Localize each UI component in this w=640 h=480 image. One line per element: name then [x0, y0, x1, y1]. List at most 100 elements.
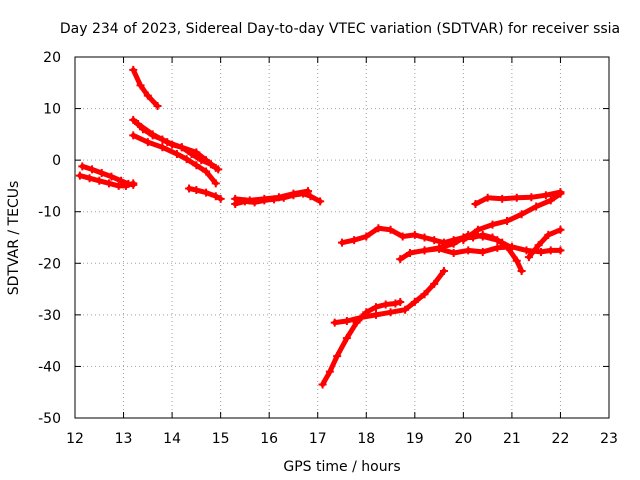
data-point	[512, 256, 521, 265]
data-point	[136, 81, 145, 90]
data-point	[153, 101, 162, 110]
data-point	[304, 187, 313, 196]
x-tick-label: 23	[600, 431, 618, 447]
data-point	[306, 192, 315, 201]
data-point	[342, 317, 351, 326]
data-point	[493, 236, 502, 245]
series-line	[332, 268, 447, 326]
data-point	[87, 165, 96, 174]
data-point	[386, 225, 395, 234]
data-point	[435, 244, 444, 253]
series-line	[526, 227, 563, 260]
x-tick-label: 12	[66, 431, 84, 447]
data-point	[245, 196, 254, 205]
data-point	[362, 232, 371, 241]
data-point	[546, 196, 555, 205]
data-point	[318, 380, 327, 389]
grid	[75, 57, 609, 418]
data-point	[556, 246, 565, 255]
y-axis-label: SDTVAR / TECUs	[6, 181, 22, 296]
y-tick-label: -40	[38, 359, 61, 375]
data-point	[316, 197, 325, 206]
data-point	[202, 156, 211, 165]
plot-area	[75, 65, 565, 389]
data-point	[420, 290, 429, 299]
data-point	[117, 176, 126, 185]
data-point	[498, 194, 507, 203]
data-point	[333, 352, 342, 361]
data-point	[420, 246, 429, 255]
data-point	[338, 238, 346, 247]
x-tick-label: 16	[260, 431, 278, 447]
series-arc-3	[129, 65, 162, 110]
data-point	[211, 163, 220, 172]
x-tick-label: 21	[503, 431, 521, 447]
y-tick-label: -10	[38, 205, 61, 221]
series-arc-5	[129, 131, 220, 188]
data-point	[430, 236, 439, 245]
x-tick-label: 22	[552, 431, 570, 447]
data-point	[374, 224, 383, 233]
series-arc-11	[330, 267, 448, 327]
data-point	[396, 255, 405, 264]
data-point	[134, 120, 143, 129]
x-tick-label: 14	[163, 431, 181, 447]
data-point	[544, 230, 553, 239]
data-point	[534, 241, 543, 250]
data-point	[430, 279, 439, 288]
data-point	[517, 267, 526, 276]
data-point	[483, 193, 492, 202]
y-tick-label: -20	[38, 256, 61, 272]
data-point	[371, 310, 380, 319]
data-point	[478, 232, 487, 241]
data-point	[410, 297, 419, 306]
data-point	[398, 232, 407, 241]
data-point	[541, 191, 550, 200]
series-arc-2	[78, 162, 138, 189]
data-point	[556, 225, 565, 234]
data-point	[350, 236, 359, 245]
data-point	[493, 243, 502, 252]
data-point	[464, 246, 473, 255]
data-point	[163, 138, 172, 147]
data-point	[405, 248, 414, 257]
series-arc-17	[524, 225, 565, 262]
data-point	[85, 174, 94, 183]
data-point	[211, 192, 220, 201]
series-arc-14	[420, 242, 565, 257]
x-axis-label: GPS time / hours	[283, 459, 400, 475]
data-point	[507, 242, 516, 251]
series-arc-16	[471, 188, 565, 208]
data-point	[439, 267, 448, 276]
data-point	[124, 179, 133, 188]
data-point	[381, 300, 390, 309]
data-point	[556, 188, 565, 197]
data-point	[78, 162, 87, 171]
data-point	[488, 220, 497, 229]
data-point	[202, 188, 211, 197]
chart-title: Day 234 of 2023, Sidereal Day-to-day VTE…	[60, 21, 620, 37]
data-point	[289, 189, 298, 198]
data-point	[202, 167, 211, 176]
y-tick-label: -30	[38, 308, 61, 324]
data-point	[192, 161, 201, 170]
data-point	[478, 247, 487, 256]
data-point	[420, 233, 429, 242]
series-arc-15	[459, 189, 565, 245]
data-point	[129, 180, 138, 189]
x-tick-label: 18	[357, 431, 375, 447]
data-point	[532, 202, 541, 211]
data-point	[396, 297, 405, 306]
data-point	[274, 193, 283, 202]
data-point	[158, 143, 167, 152]
x-tick-label: 19	[406, 431, 424, 447]
x-tick-label: 15	[212, 431, 230, 447]
data-point	[148, 130, 157, 139]
data-point	[527, 193, 536, 202]
data-point	[104, 179, 113, 188]
data-point	[172, 149, 181, 158]
y-tick-label: 10	[43, 102, 61, 118]
data-point	[473, 225, 482, 234]
data-point	[537, 247, 546, 256]
